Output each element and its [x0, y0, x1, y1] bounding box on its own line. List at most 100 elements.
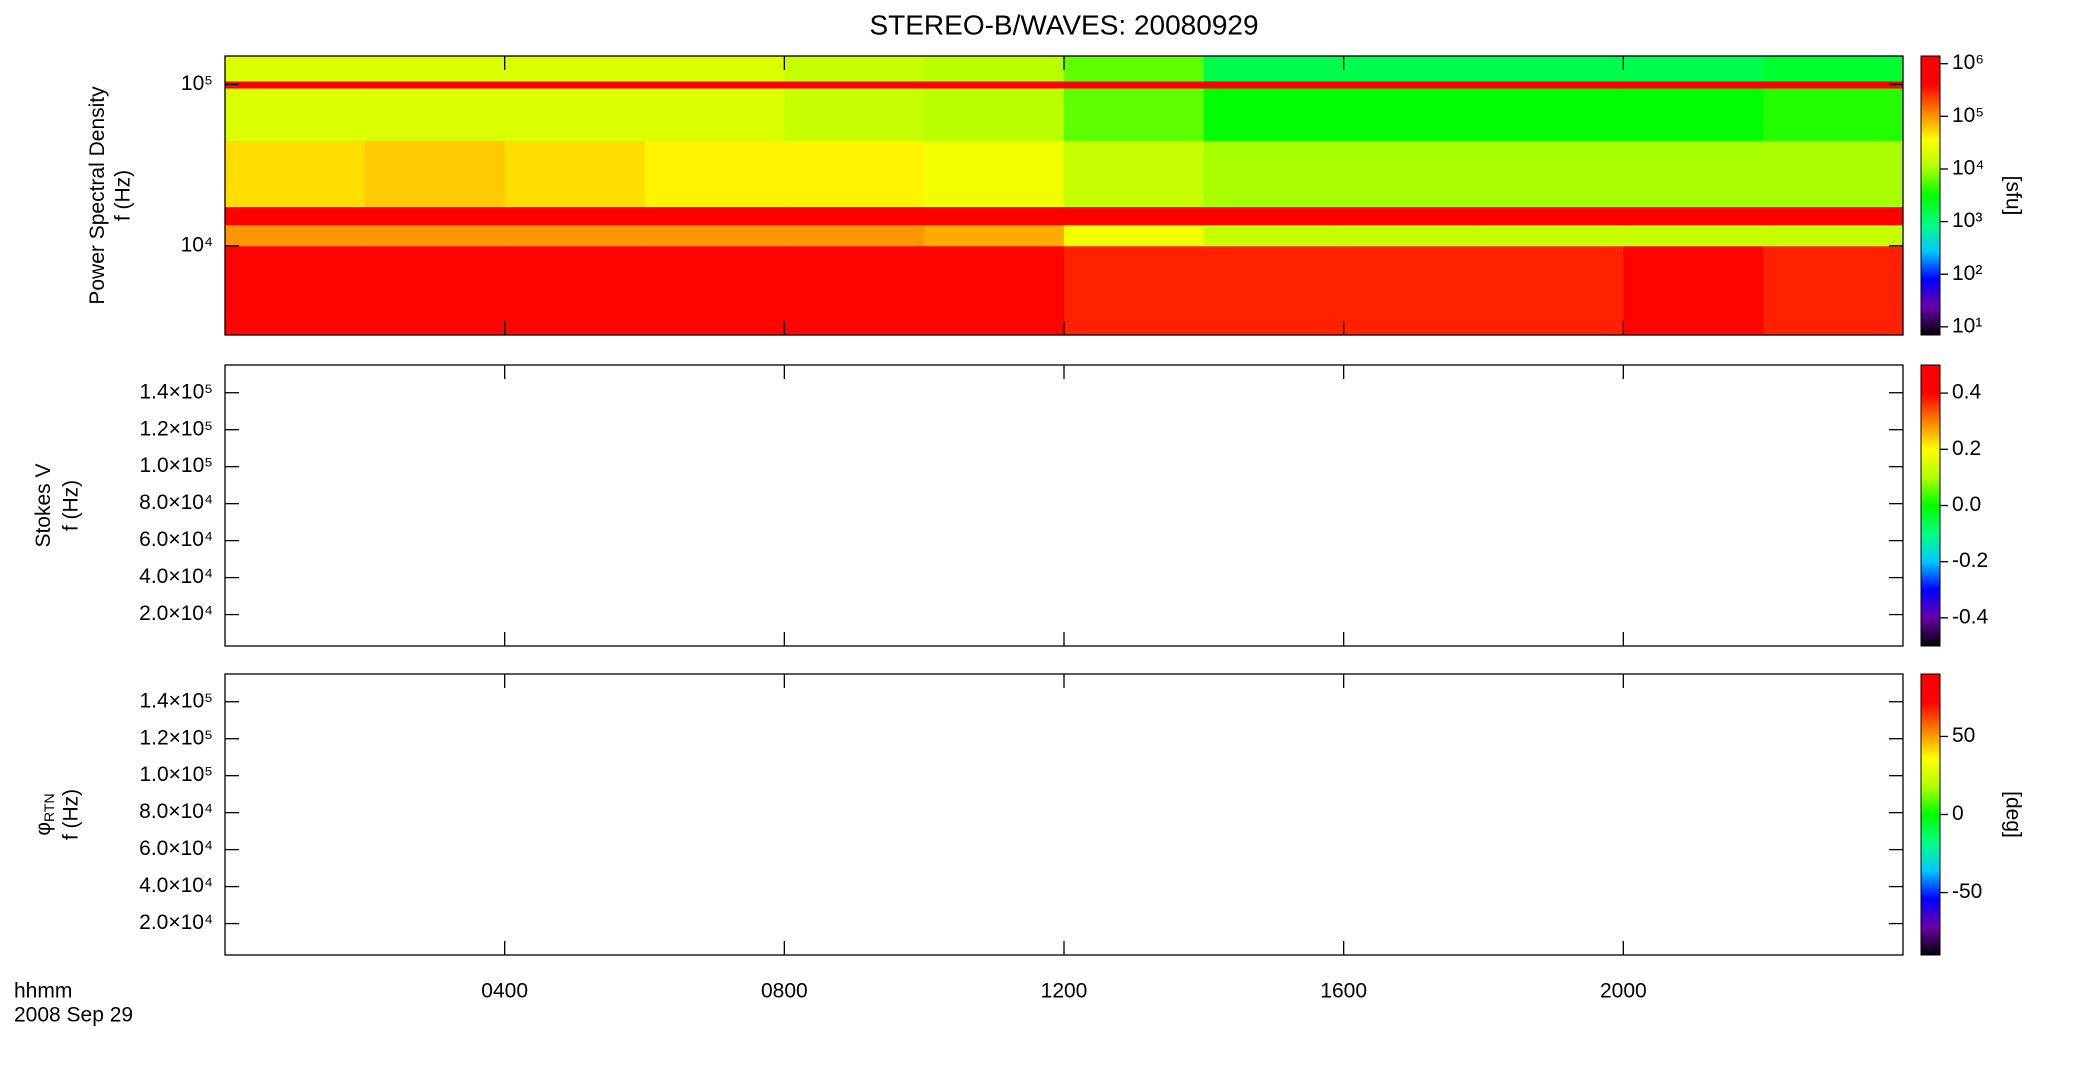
colorbar-tick-label: 0: [1952, 802, 1964, 825]
heatmap-cell: [1763, 224, 1904, 247]
heatmap-cell: [1064, 88, 1205, 141]
colorbar-tick-label: 10³: [1952, 209, 1982, 232]
heatmap-cell: [364, 224, 506, 247]
heatmap-cell: [1763, 80, 1904, 89]
heatmap-cell: [1623, 88, 1764, 141]
heatmap-cell: [1064, 80, 1205, 89]
heatmap-cell: [1763, 140, 1904, 208]
y-axis-label-sub: RTN: [41, 793, 57, 822]
y-tick-label: 6.0×10⁴: [139, 837, 213, 860]
colorbar-tick-label: -0.4: [1952, 605, 1989, 628]
y-tick-label: 1.0×10⁵: [139, 454, 213, 477]
heatmap-cell: [644, 245, 785, 336]
y-axis-label: φRTN: [32, 793, 57, 835]
y-axis-label-main: Stokes V: [32, 463, 55, 547]
heatmap-cell: [1623, 206, 1764, 226]
x-tick-label: 0400: [481, 980, 528, 1003]
heatmap-cell: [784, 80, 925, 89]
heatmap-cell: [924, 206, 1065, 226]
y-tick-label: 1.4×10⁵: [139, 689, 213, 712]
heatmap-cell: [1203, 224, 1345, 247]
heatmap-cell: [225, 80, 366, 89]
heatmap-cell: [1343, 80, 1484, 89]
heatmap-cell: [924, 80, 1065, 89]
heatmap-cell: [1483, 206, 1624, 226]
heatmap-cell: [1203, 140, 1345, 208]
heatmap-cell: [364, 56, 506, 82]
y-tick-label: 4.0×10⁴: [139, 874, 213, 897]
heatmap-cell: [1763, 88, 1904, 141]
heatmap-cell: [1064, 224, 1205, 247]
y-axis-label-main: φ: [32, 822, 55, 836]
y-axis-unit-label: f (Hz): [112, 170, 135, 221]
heatmap-cell: [504, 206, 645, 226]
heatmap-cell: [225, 88, 366, 141]
colorbar-tick-label: 10⁶: [1952, 51, 1984, 74]
colorbar-tick-label: 0.0: [1952, 493, 1981, 516]
heatmap-cell: [1064, 140, 1205, 208]
heatmap-cell: [364, 88, 506, 141]
heatmap-cell: [1483, 56, 1624, 82]
colorbar-tick-label: 10²: [1952, 262, 1982, 285]
y-axis-unit-label: f (Hz): [60, 789, 83, 840]
y-tick-label: 1.0×10⁵: [139, 763, 213, 786]
heatmap-cell: [1483, 224, 1624, 247]
date-label: 2008 Sep 29: [14, 1004, 133, 1027]
heatmap-cell: [1064, 245, 1205, 336]
colorbar-tick-label: -0.2: [1952, 549, 1988, 572]
x-tick-label: 2000: [1600, 980, 1647, 1003]
heatmap-cell: [1483, 140, 1624, 208]
heatmap-cell: [784, 140, 925, 208]
heatmap-cell: [1483, 245, 1624, 336]
heatmap-cell: [1203, 245, 1345, 336]
heatmap-cell: [504, 88, 645, 141]
heatmap-cell: [504, 56, 645, 82]
heatmap-cell: [784, 56, 925, 82]
x-axis-label: hhmm: [14, 980, 72, 1003]
colorbar-label: [sfu]: [2001, 176, 2024, 216]
y-axis-unit-label: f (Hz): [60, 480, 83, 531]
y-tick-label: 1.2×10⁵: [139, 726, 213, 749]
y-tick-label: 10⁵: [181, 72, 213, 95]
heatmap-cell: [1343, 245, 1484, 336]
chart-title: STEREO-B/WAVES: 20080929: [869, 9, 1258, 40]
heatmap-cell: [225, 56, 366, 82]
x-tick-label: 1200: [1041, 980, 1088, 1003]
heatmap-cell: [1203, 80, 1345, 89]
y-axis-label: Power Spectral Density: [86, 86, 109, 305]
y-tick-label: 1.2×10⁵: [139, 417, 213, 440]
heatmap-cell: [644, 56, 785, 82]
colorbar-tick-label: 0.4: [1952, 381, 1982, 404]
heatmap-cell: [1343, 88, 1484, 141]
heatmap-cell: [1623, 140, 1764, 208]
heatmap-cell: [504, 140, 645, 208]
heatmap-cell: [1064, 56, 1205, 82]
colorbar-tick-label: 0.2: [1952, 437, 1981, 460]
heatmap-cell: [924, 245, 1065, 336]
y-tick-label: 8.0×10⁴: [139, 800, 213, 823]
heatmap-cell: [644, 80, 785, 89]
heatmap-cell: [364, 245, 506, 336]
heatmap-cell: [225, 140, 366, 208]
heatmap-cell: [1343, 206, 1484, 226]
y-tick-label: 10⁴: [181, 233, 213, 256]
heatmap-cell: [924, 140, 1065, 208]
heatmap-cell: [364, 206, 506, 226]
heatmap-cell: [1763, 56, 1904, 82]
heatmap-cell: [225, 206, 366, 226]
heatmap-cell: [924, 88, 1065, 141]
y-tick-label: 2.0×10⁴: [139, 602, 213, 625]
heatmap-cell: [1203, 206, 1345, 226]
y-tick-label: 6.0×10⁴: [139, 528, 213, 551]
y-tick-label: 2.0×10⁴: [139, 911, 213, 934]
colorbar-tick-label: -50: [1952, 880, 1982, 903]
y-axis-label: Stokes V: [32, 463, 55, 547]
heatmap-cell: [364, 80, 506, 89]
colorbar: [1920, 55, 1941, 336]
heatmap-cell: [364, 140, 506, 208]
heatmap-cell: [644, 140, 785, 208]
heatmap-cell: [1623, 224, 1764, 247]
heatmap-cell: [644, 88, 785, 141]
heatmap-cell: [504, 80, 645, 89]
